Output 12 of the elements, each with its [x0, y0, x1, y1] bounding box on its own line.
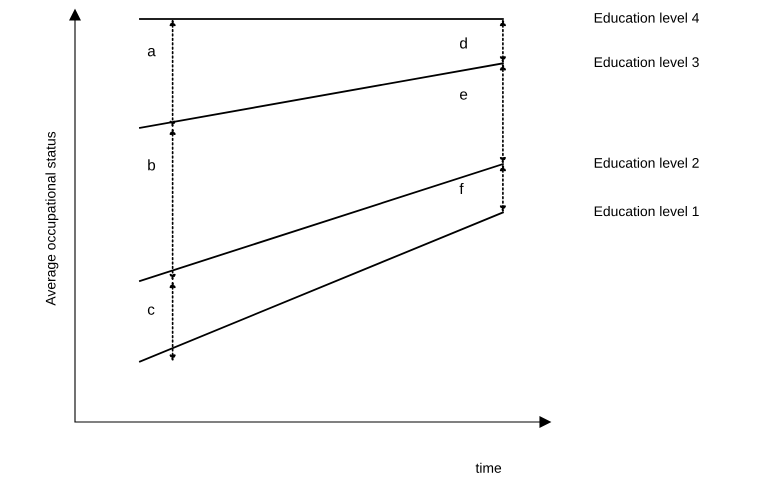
- annotation: e: [460, 91, 468, 100]
- x-axis-title: time: [476, 462, 502, 473]
- annotation: c: [148, 306, 154, 315]
- text: Education level 1: [594, 206, 699, 216]
- annotation: a: [148, 48, 156, 56]
- y-axis-title: Average occupational status: [45, 132, 58, 306]
- annotation: b: [148, 159, 156, 170]
- annotation: f: [460, 182, 464, 194]
- text: Education level 3: [594, 56, 699, 68]
- annotation: d: [460, 37, 467, 49]
- text: Education level 4: [594, 12, 700, 23]
- text: Education level 2: [594, 158, 699, 168]
